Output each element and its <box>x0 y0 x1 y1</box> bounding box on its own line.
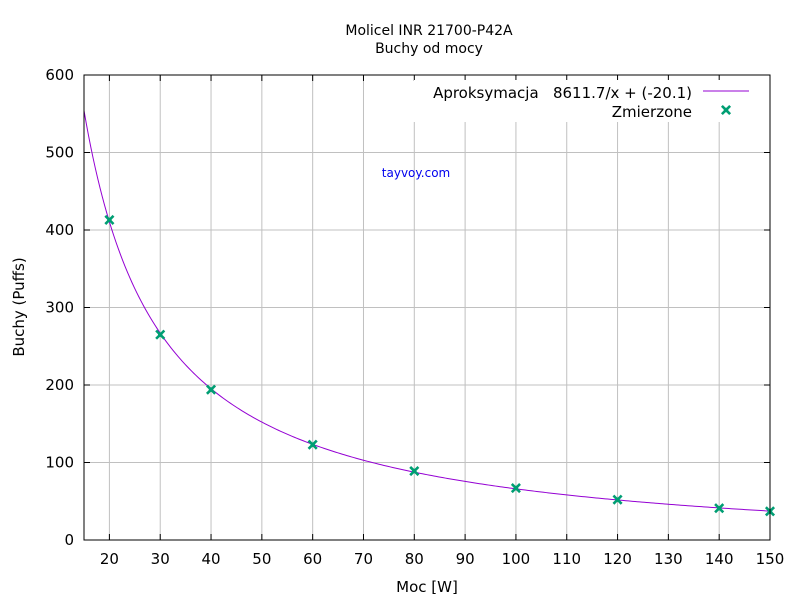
x-tick-label: 50 <box>252 550 271 568</box>
y-tick-label: 200 <box>45 376 74 394</box>
y-tick-label: 100 <box>45 454 74 472</box>
legend-label-fit: Aproksymacja 8611.7/x + (-20.1) <box>433 84 692 102</box>
chart-title: Molicel INR 21700-P42A <box>345 23 513 39</box>
x-tick-label: 20 <box>100 550 119 568</box>
legend: Aproksymacja 8611.7/x + (-20.1) Zmierzon… <box>414 80 766 122</box>
x-tick-label: 70 <box>354 550 373 568</box>
x-tick-label: 100 <box>502 550 531 568</box>
x-tick-label: 150 <box>756 550 785 568</box>
x-tick-label: 130 <box>654 550 683 568</box>
data-point <box>205 384 217 395</box>
x-tick-label: 60 <box>303 550 322 568</box>
data-point <box>714 503 725 514</box>
data-point <box>104 214 115 225</box>
y-tick-label: 600 <box>45 66 74 84</box>
x-tick-label: 120 <box>603 550 632 568</box>
legend-marker <box>720 104 732 116</box>
fit-curve <box>83 110 771 512</box>
x-tick-label: 40 <box>201 550 220 568</box>
data-point <box>409 465 420 477</box>
watermark-annotation: tayvoy.com <box>382 166 450 180</box>
legend-background <box>414 80 766 122</box>
ticks: 20 30 40 50 60 70 80 90 100 110 120 130 140 150 0 100 20… <box>45 66 784 568</box>
axis-frame <box>83 74 771 541</box>
legend-label-measured: Zmierzone <box>612 103 692 121</box>
grid <box>84 75 770 540</box>
y-tick-label: 0 <box>64 531 74 549</box>
y-tick-label: 300 <box>45 299 74 317</box>
x-tick-label: 30 <box>151 550 170 568</box>
data-point <box>307 439 318 450</box>
plot-area <box>83 110 776 517</box>
data-point <box>510 483 521 494</box>
y-tick-label: 500 <box>45 144 74 162</box>
data-point <box>155 329 166 340</box>
x-tick-label: 110 <box>552 550 581 568</box>
data-point <box>612 494 623 505</box>
x-tick-label: 140 <box>705 550 734 568</box>
y-axis-label: Buchy (Puffs) <box>10 257 28 356</box>
x-tick-label: 80 <box>405 550 424 568</box>
x-axis-label: Moc [W] <box>396 578 458 596</box>
y-tick-label: 400 <box>45 221 74 239</box>
legend-swatch-measured <box>720 104 732 116</box>
x-tick-label: 90 <box>456 550 475 568</box>
chart-subtitle: Buchy od mocy <box>375 41 483 57</box>
